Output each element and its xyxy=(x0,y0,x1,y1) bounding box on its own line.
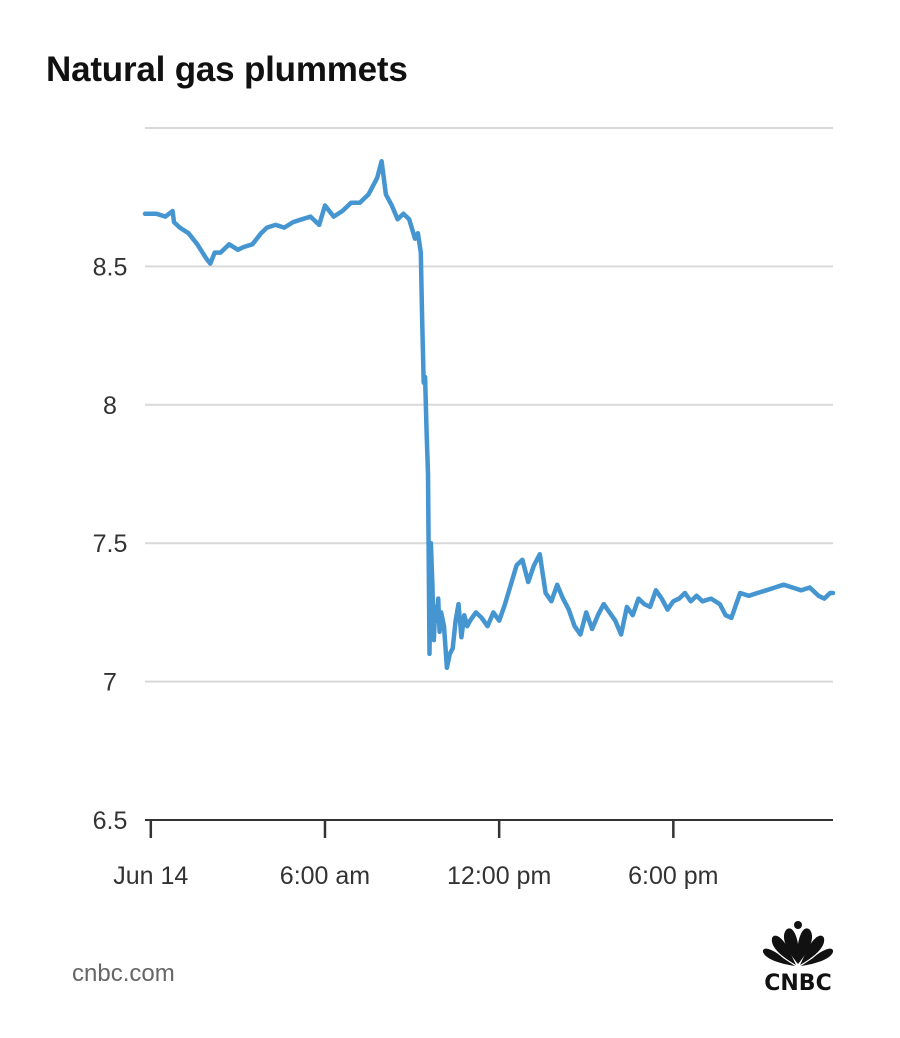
y-axis-labels: 6.5 7 7.5 8 8.5 xyxy=(93,253,128,835)
x-tick-label: 12:00 pm xyxy=(447,862,551,890)
source-label: cnbc.com xyxy=(72,960,175,987)
series-line xyxy=(142,158,836,671)
y-tick-label: 8 xyxy=(103,392,117,420)
cnbc-logo-text: CNBC xyxy=(764,971,831,996)
chart-title: Natural gas plummets xyxy=(46,50,408,89)
x-tick-label: 6:00 am xyxy=(280,862,370,890)
cnbc-peacock-icon: CNBC xyxy=(762,921,834,996)
y-tick-label: 7 xyxy=(103,669,117,697)
x-tick-label: Jun 14 xyxy=(113,862,188,890)
y-tick-label: 6.5 xyxy=(93,807,128,835)
x-tick-label: 6:00 pm xyxy=(628,862,718,890)
gridlines xyxy=(145,127,833,821)
y-tick-label: 7.5 xyxy=(93,530,128,558)
x-axis: Jun 14 6:00 am 12:00 pm 6:00 pm xyxy=(113,820,719,890)
y-tick-label: 8.5 xyxy=(93,253,128,281)
